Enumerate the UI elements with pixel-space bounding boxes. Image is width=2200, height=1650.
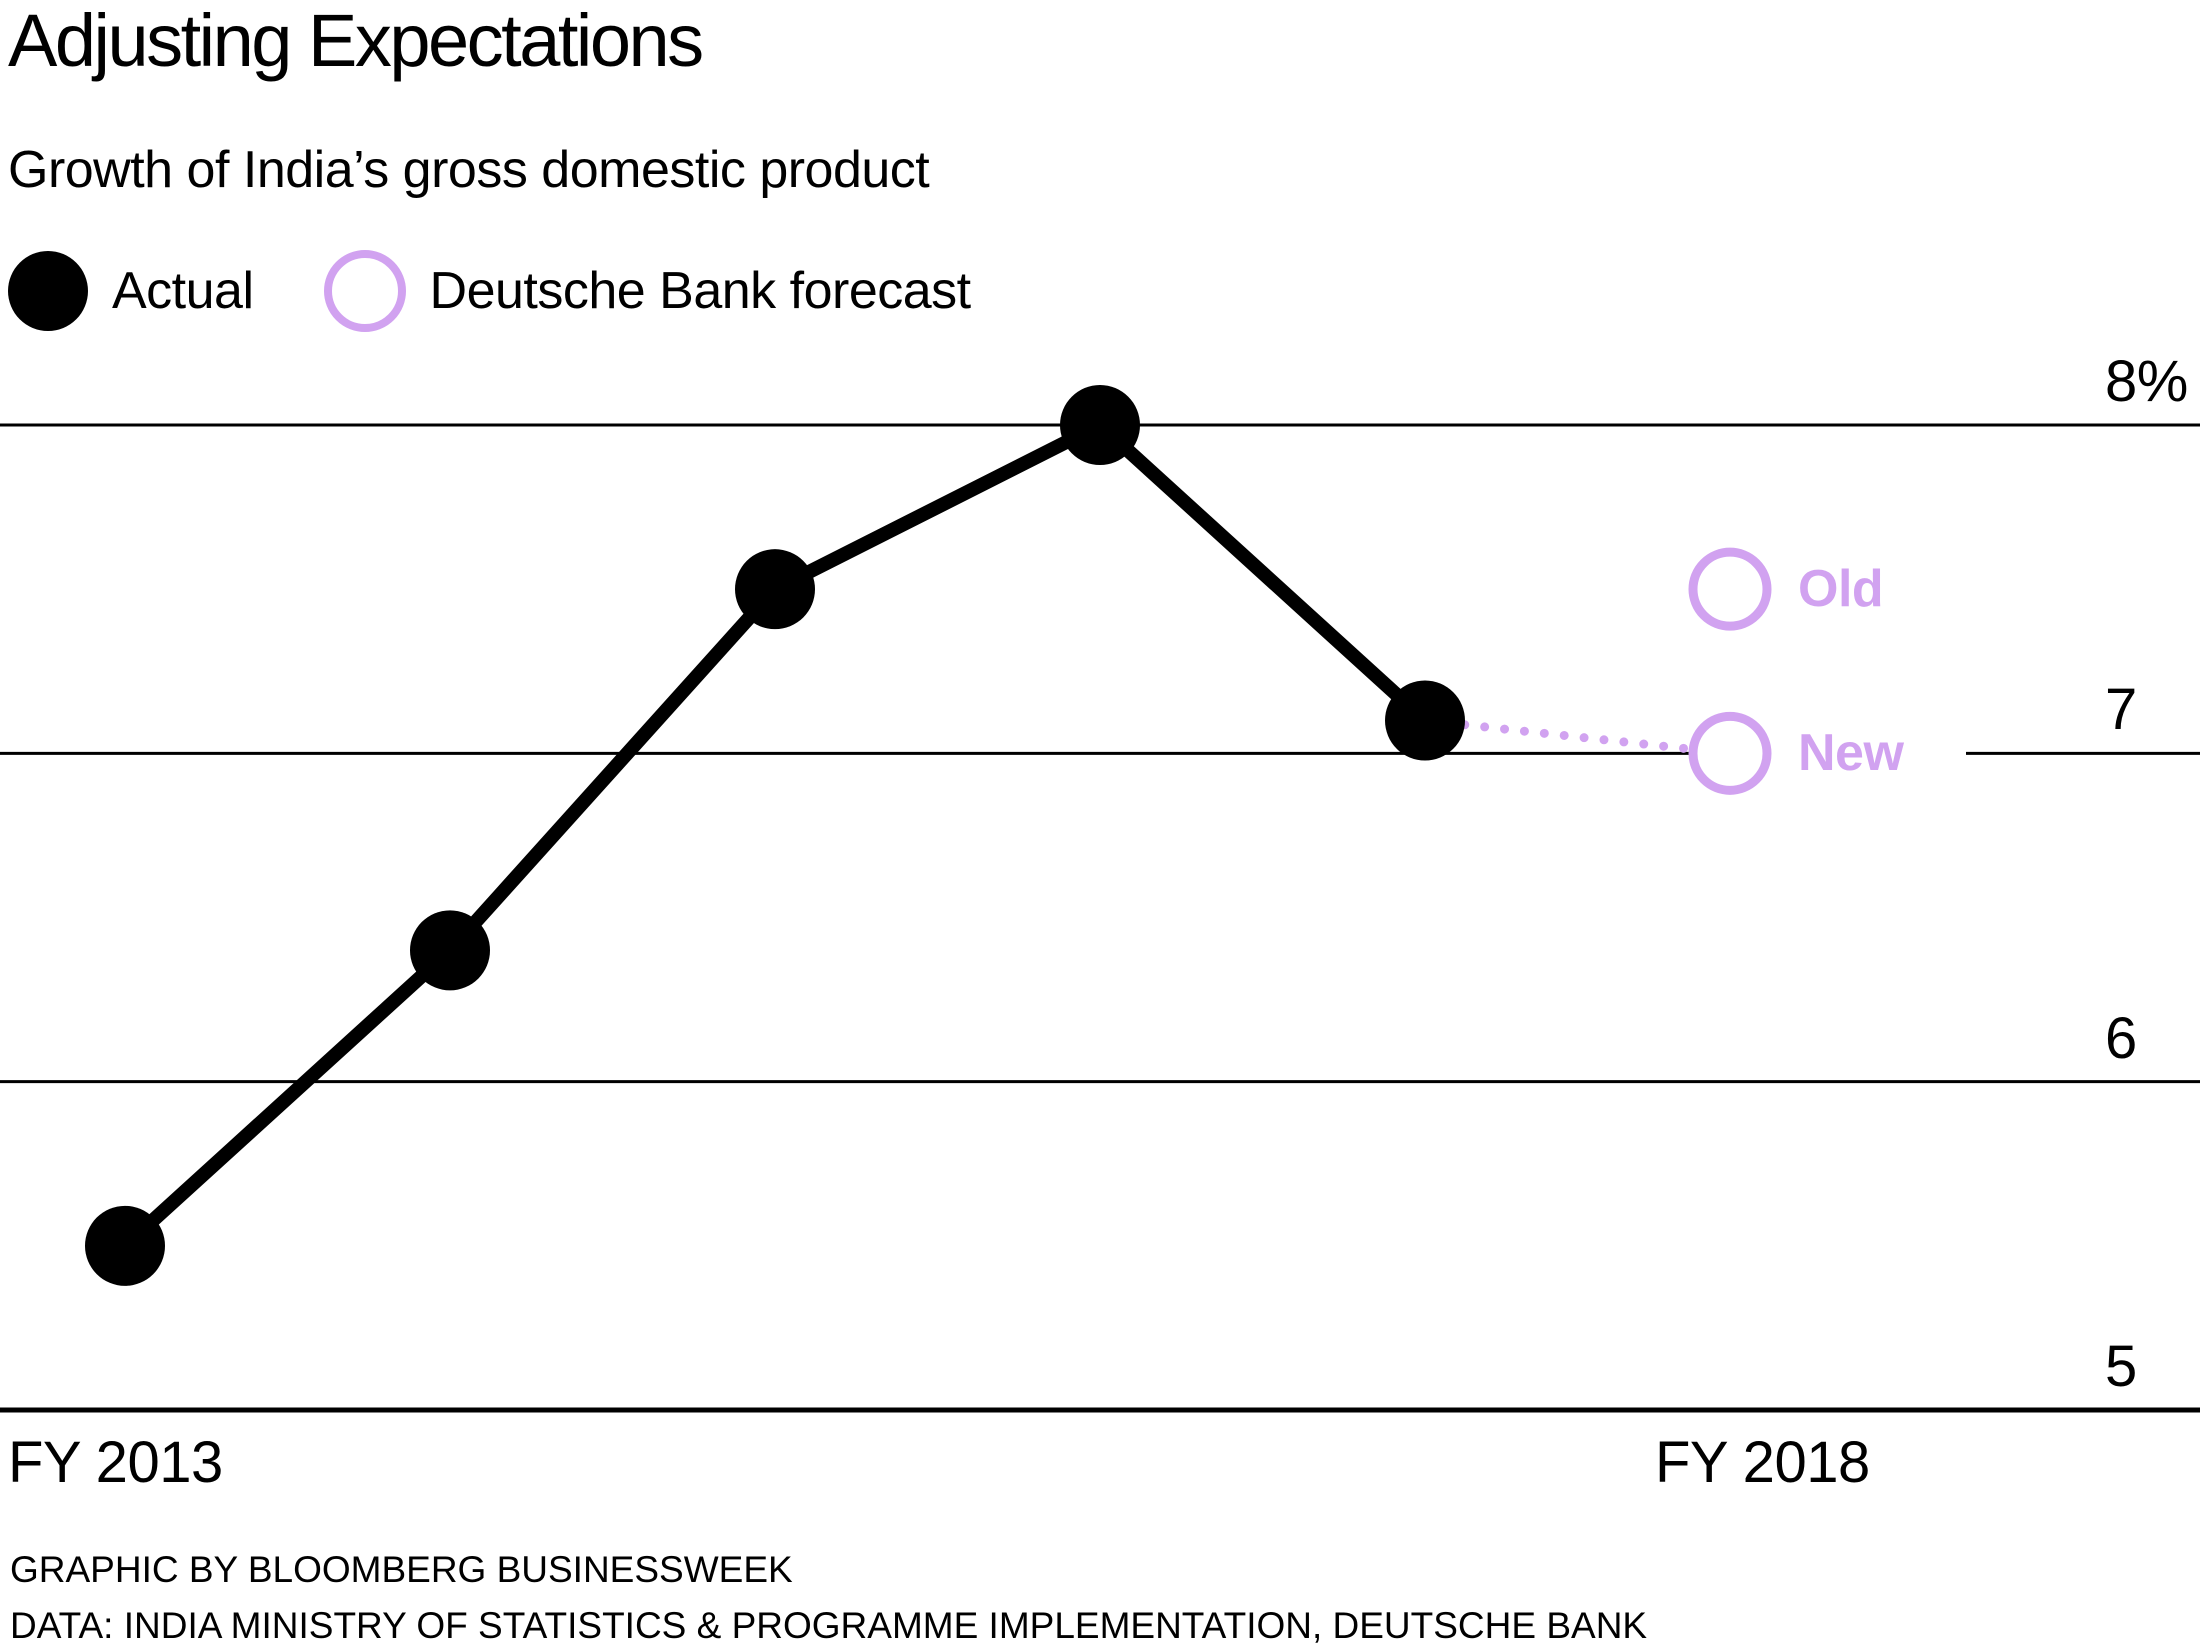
actual-point-fy2016 bbox=[1060, 385, 1140, 466]
forecast-point-new bbox=[1688, 711, 1772, 795]
actual-point-fy2017 bbox=[1385, 680, 1465, 761]
legend: Actual Deutsche Bank forecast bbox=[8, 250, 971, 332]
forecast-connector-dotted-line bbox=[1420, 716, 1735, 758]
y-axis-tick-label-8: 8% bbox=[2105, 349, 2188, 414]
open-circle-icon bbox=[323, 250, 406, 332]
forecast-point-old bbox=[1688, 547, 1772, 631]
footer-source-line: DATA: INDIA MINISTRY OF STATISTICS & PRO… bbox=[10, 1605, 1648, 1646]
y-axis-tick-label-7: 7 bbox=[2105, 677, 2137, 743]
legend-item-forecast: Deutsche Bank forecast bbox=[323, 250, 972, 332]
y-axis-tick-label-5: 5 bbox=[2105, 1334, 2137, 1399]
actual-line bbox=[120, 416, 1430, 1252]
actual-point-fy2014 bbox=[410, 910, 490, 991]
chart-title: Adjusting Expectations bbox=[8, 0, 704, 82]
chart-subtitle: Growth of India’s gross domestic product bbox=[8, 141, 930, 199]
actual-point-fy2013 bbox=[85, 1205, 165, 1286]
legend-label-forecast: Deutsche Bank forecast bbox=[429, 262, 972, 320]
legend-item-actual: Actual bbox=[8, 251, 254, 331]
actual-point-fy2015 bbox=[735, 549, 815, 630]
x-axis-label-fy2018: FY 2018 bbox=[1655, 1430, 1870, 1495]
x-axis-label-fy2013: FY 2013 bbox=[8, 1430, 223, 1495]
legend-label-actual: Actual bbox=[112, 262, 254, 320]
forecast-label-old: Old bbox=[1798, 560, 1884, 619]
forecast-label-new: New bbox=[1798, 724, 1904, 783]
footer-credit-line: GRAPHIC BY BLOOMBERG BUSINESSWEEK bbox=[10, 1549, 793, 1590]
filled-circle-icon bbox=[8, 251, 88, 331]
y-axis-tick-label-6: 6 bbox=[2105, 1005, 2137, 1071]
